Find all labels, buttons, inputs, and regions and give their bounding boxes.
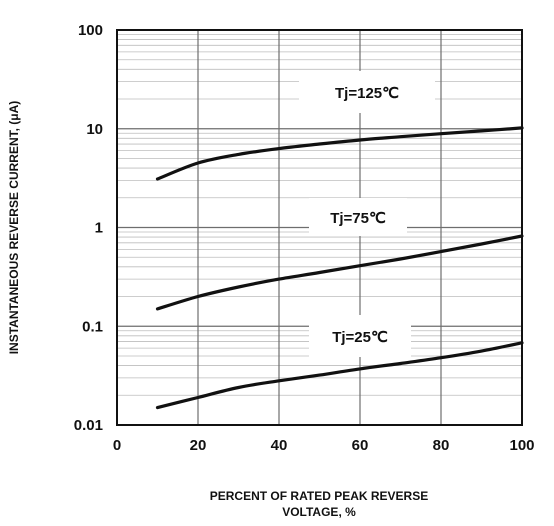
y-tick-label: 1 bbox=[95, 220, 103, 237]
curve-label-0: Tj=125℃ bbox=[335, 85, 399, 102]
plot-frame bbox=[116, 29, 523, 426]
y-tick-label: 100 bbox=[78, 22, 103, 39]
x-axis-title-line-1: PERCENT OF RATED PEAK REVERSE bbox=[210, 489, 428, 503]
x-tick-label: 100 bbox=[509, 437, 534, 454]
x-tick-label: 80 bbox=[433, 437, 450, 454]
series-curves bbox=[155, 126, 524, 410]
x-tick-label: 20 bbox=[190, 437, 207, 454]
curve-label-1: Tj=75℃ bbox=[330, 210, 386, 227]
y-tick-labels: 0.01 0.1 1 10 100 bbox=[74, 22, 103, 434]
curve-label-box-1 bbox=[309, 198, 407, 236]
x-tick-label: 60 bbox=[352, 437, 369, 454]
y-tick-label: 0.1 bbox=[82, 318, 103, 335]
curve-labels: Tj=125℃ Tj=75℃ Tj=25℃ bbox=[299, 71, 435, 357]
series-line-0 bbox=[155, 126, 524, 181]
curve-label-box-0 bbox=[299, 71, 435, 113]
curve-label-2: Tj=25℃ bbox=[332, 329, 388, 346]
x-tick-labels: 0 20 40 60 80 100 bbox=[113, 437, 535, 454]
curve-label-box-2 bbox=[309, 315, 411, 357]
series-line-1 bbox=[155, 234, 524, 311]
y-tick-label: 0.01 bbox=[74, 417, 103, 434]
x-tick-label: 0 bbox=[113, 437, 121, 454]
y-axis-title: INSTANTANEOUS REVERSE CURRENT, (μA) bbox=[7, 101, 21, 355]
y-tick-label: 10 bbox=[86, 121, 103, 138]
x-tick-label: 40 bbox=[271, 437, 288, 454]
series-line-2 bbox=[155, 341, 524, 410]
x-axis-title-line-2: VOLTAGE, % bbox=[282, 505, 356, 519]
